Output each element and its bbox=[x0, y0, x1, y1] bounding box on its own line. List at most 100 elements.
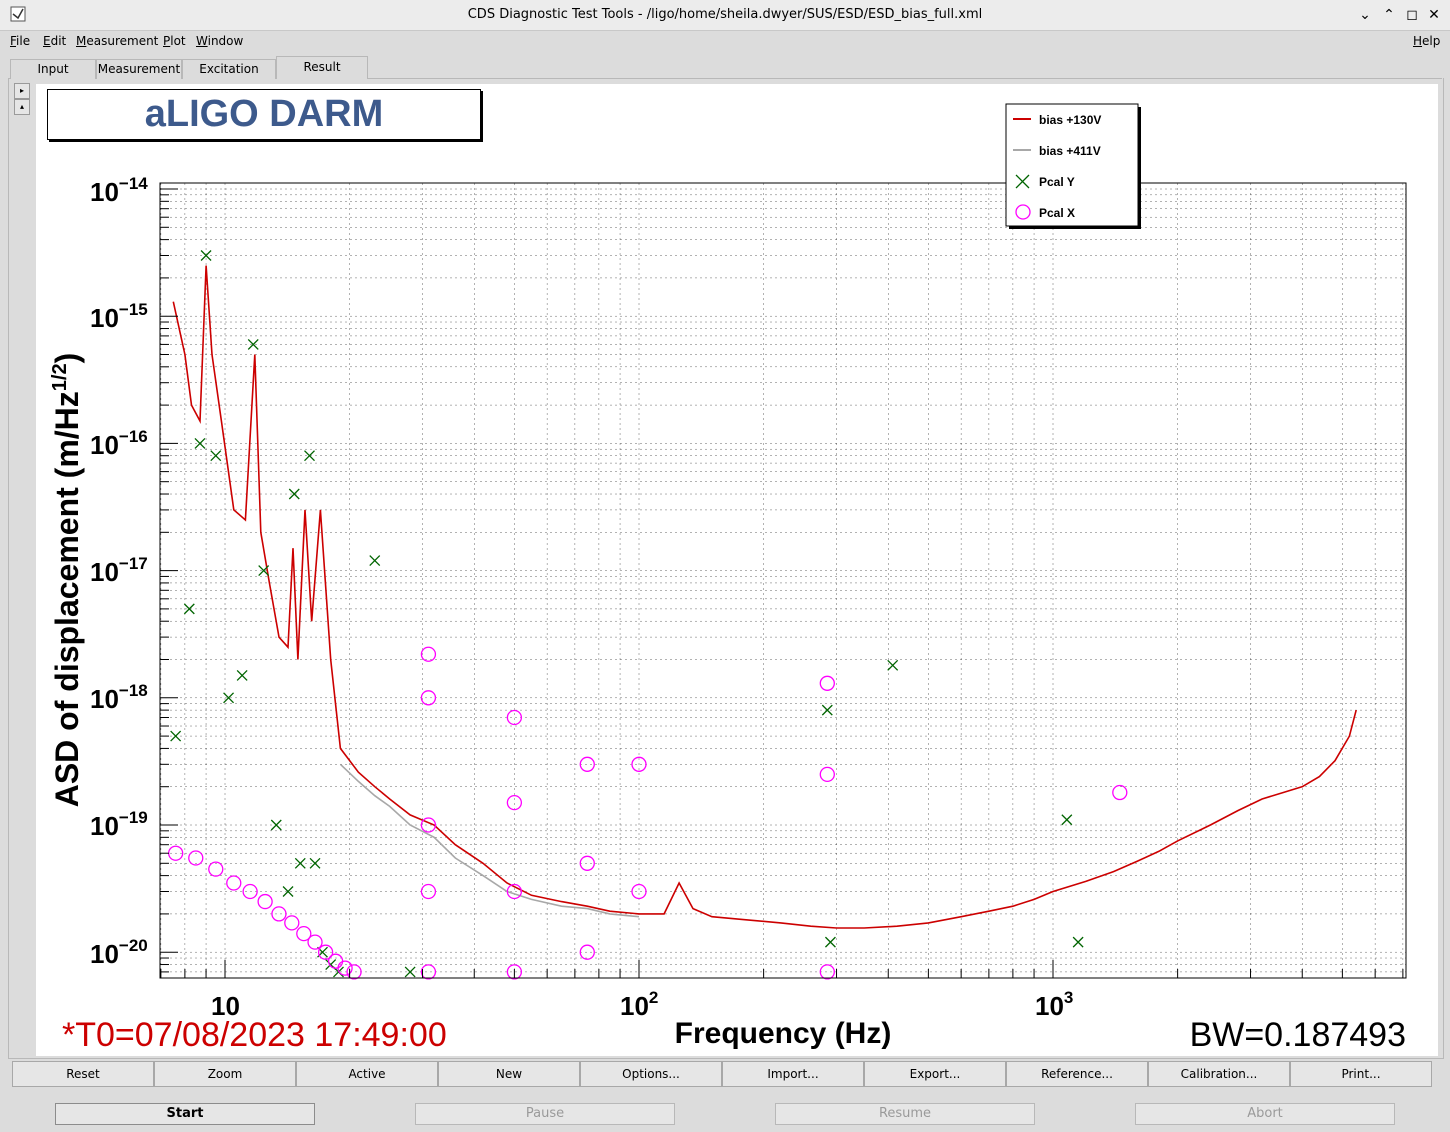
expand-arrow-icon[interactable]: ▸ bbox=[14, 83, 30, 99]
pcal-y-marker bbox=[183, 603, 195, 615]
pcal-y-marker bbox=[247, 338, 259, 350]
calibration-button[interactable]: Calibration... bbox=[1148, 1061, 1290, 1087]
pcal-x-marker bbox=[1112, 784, 1128, 801]
plot-canvas[interactable] bbox=[36, 84, 1438, 1056]
pcal-x-marker bbox=[631, 883, 647, 900]
legend-label-bias-130: bias +130V bbox=[1039, 113, 1101, 127]
pcal-x-marker bbox=[327, 953, 344, 969]
menu-plot[interactable]: Plot bbox=[163, 34, 186, 48]
grid-lines bbox=[160, 183, 1406, 978]
pcal-x-marker bbox=[506, 709, 523, 726]
pcal-x-marker bbox=[420, 883, 437, 900]
pause-button[interactable]: Pause bbox=[415, 1103, 675, 1125]
tab-excitation[interactable]: Excitation bbox=[182, 59, 276, 79]
reference-button[interactable]: Reference... bbox=[1006, 1061, 1148, 1087]
pcal-x-marker bbox=[631, 756, 647, 772]
pcal-x-marker bbox=[271, 906, 287, 922]
pcal-x-marker bbox=[296, 925, 312, 942]
pcal-y-marker bbox=[170, 730, 182, 742]
legend: bias +130V bias +411V Pcal Y Pcal X bbox=[1005, 103, 1141, 229]
x-tick-labels: 10 102 103 bbox=[211, 988, 1073, 1021]
series-layer bbox=[168, 250, 1357, 980]
x-axis-title: Frequency (Hz) bbox=[675, 1017, 892, 1050]
pcal-x-marker bbox=[506, 964, 523, 980]
legend-swatch-pcal-y bbox=[1015, 174, 1030, 189]
pcal-y-marker bbox=[282, 886, 294, 897]
menu-measurement[interactable]: Measurement bbox=[76, 34, 159, 48]
pcal-y-marker bbox=[236, 669, 248, 681]
abort-button[interactable]: Abort bbox=[1135, 1103, 1395, 1125]
pcal-x-marker bbox=[579, 855, 595, 871]
pcal-x-marker bbox=[420, 646, 437, 662]
menu-window[interactable]: Window bbox=[196, 34, 244, 48]
legend-label-pcal-y: Pcal Y bbox=[1039, 175, 1075, 189]
pcal-x-marker bbox=[257, 893, 273, 910]
plot-title-box: aLIGO DARM bbox=[47, 89, 481, 140]
resume-button[interactable]: Resume bbox=[775, 1103, 1035, 1125]
pcal-y-marker bbox=[1072, 936, 1084, 948]
axis-ticks bbox=[160, 188, 1404, 978]
x-tick-label: 103 bbox=[1035, 988, 1073, 1021]
zoom-button[interactable]: Zoom bbox=[154, 1061, 296, 1087]
plot-frame bbox=[159, 182, 1407, 979]
pcal-y-marker bbox=[404, 966, 416, 978]
pcal-x-marker bbox=[819, 675, 835, 691]
menu-file[interactable]: File bbox=[10, 34, 31, 48]
pcal-x-marker bbox=[307, 934, 323, 950]
start-button[interactable]: Start bbox=[55, 1103, 315, 1125]
y-tick-label: 10−18 bbox=[90, 681, 148, 714]
legend-label-bias-411: bias +411V bbox=[1039, 144, 1101, 158]
app-icon bbox=[10, 6, 26, 22]
plot-title: aLIGO DARM bbox=[144, 93, 384, 135]
pcal-y-marker bbox=[270, 819, 282, 831]
pcal-x-marker bbox=[284, 915, 300, 931]
new-button[interactable]: New bbox=[438, 1061, 580, 1087]
y-tick-label: 10−17 bbox=[90, 554, 148, 587]
menu-bar: File Edit Measurement Plot Window Help bbox=[0, 31, 1450, 53]
minimize-icon[interactable]: ⌄ bbox=[1359, 7, 1371, 23]
result-panel bbox=[8, 78, 1444, 1059]
y-axis-title: ASD of displacement (m/Hz1/2) bbox=[49, 353, 85, 808]
pcal-y-marker bbox=[210, 450, 222, 462]
pcal-x-marker bbox=[420, 690, 437, 706]
print-button[interactable]: Print... bbox=[1290, 1061, 1432, 1087]
pcal-y-marker bbox=[887, 659, 899, 671]
bias-130v-trace bbox=[172, 265, 1357, 929]
tab-result[interactable]: Result bbox=[276, 56, 368, 79]
pcal-x-marker bbox=[242, 883, 258, 900]
pcal-y-marker bbox=[1061, 814, 1073, 826]
pcal-x-marker bbox=[506, 883, 523, 900]
tab-measurement[interactable]: Measurement bbox=[96, 59, 182, 79]
pcal-x-marker bbox=[337, 960, 353, 976]
menu-edit[interactable]: Edit bbox=[43, 34, 67, 48]
close-icon[interactable]: ✕ bbox=[1428, 7, 1440, 23]
reset-button[interactable]: Reset bbox=[12, 1061, 154, 1087]
collapse-arrow-icon[interactable]: ▴ bbox=[14, 99, 30, 115]
pcal-x-marker bbox=[188, 850, 204, 866]
pcal-x-marker bbox=[420, 817, 437, 833]
bias-411v-trace bbox=[339, 763, 640, 918]
pcal-x-marker bbox=[579, 944, 595, 960]
tab-input[interactable]: Input bbox=[10, 59, 96, 79]
pcal-y-marker bbox=[304, 450, 315, 462]
tab-bar: Input Measurement Excitation Result bbox=[8, 56, 1442, 79]
active-button[interactable]: Active bbox=[296, 1061, 438, 1087]
menu-help[interactable]: Help bbox=[1413, 34, 1441, 48]
pcal-x-marker bbox=[226, 875, 242, 891]
pcal-x-marker bbox=[346, 964, 362, 980]
window-title: CDS Diagnostic Test Tools - /ligo/home/s… bbox=[467, 7, 983, 22]
restore-icon[interactable]: ◻ bbox=[1406, 7, 1418, 23]
pcal-x-marker bbox=[506, 794, 523, 811]
bandwidth-label: BW=0.187493 bbox=[1190, 1016, 1406, 1054]
pcal-x-marker bbox=[819, 766, 835, 783]
maximize-icon[interactable]: ⌃ bbox=[1383, 7, 1395, 23]
plot-toolbar: Reset Zoom Active New Options... Import.… bbox=[12, 1061, 1434, 1087]
import-button[interactable]: Import... bbox=[722, 1061, 864, 1087]
export-button[interactable]: Export... bbox=[864, 1061, 1006, 1087]
options-button[interactable]: Options... bbox=[580, 1061, 722, 1087]
pcal-y-marker bbox=[369, 555, 381, 566]
pcal-y-marker bbox=[223, 692, 235, 704]
pcal-y-marker bbox=[821, 704, 833, 716]
pcal-y-marker bbox=[309, 857, 321, 869]
